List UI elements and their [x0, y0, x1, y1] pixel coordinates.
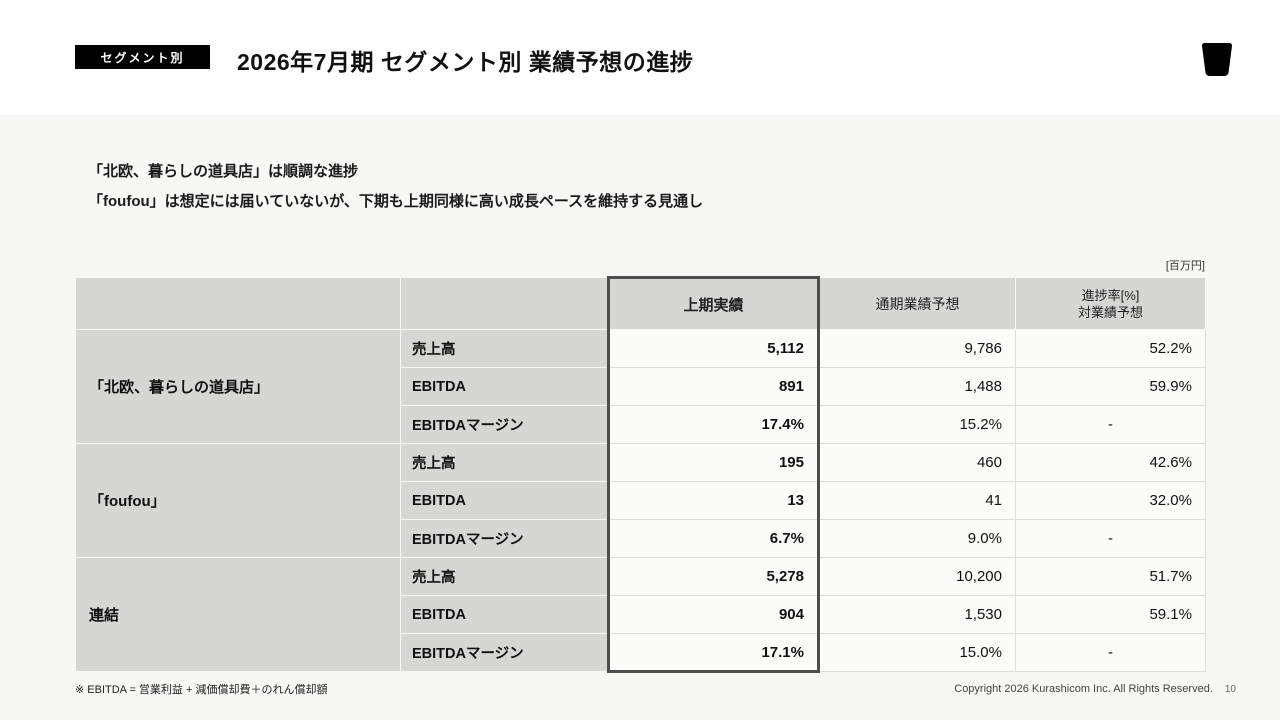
slide-header: セグメント別 2026年7月期 セグメント別 業績予想の進捗 — [0, 0, 1280, 115]
value-forecast: 460 — [818, 443, 1016, 482]
value-progress: - — [1015, 519, 1206, 558]
value-h1: 13 — [607, 481, 820, 520]
metric-label: EBITDAマージン — [400, 519, 609, 558]
section-badge: セグメント別 — [75, 45, 210, 69]
table-row: EBITDA 904 1,530 59.1% — [76, 595, 1206, 634]
header-progress-line1: 進捗率[%] — [1081, 287, 1140, 303]
metric-label: 売上高 — [400, 443, 609, 482]
value-h1: 195 — [607, 443, 820, 482]
value-forecast: 15.2% — [818, 405, 1016, 444]
table-header-row: 上期実績 通期業績予想 進捗率[%] 対業績予想 — [75, 276, 1206, 330]
value-progress: 59.1% — [1015, 595, 1206, 634]
metric-label: EBITDA — [400, 367, 609, 406]
value-progress: - — [1015, 405, 1206, 444]
table-row: EBITDA 891 1,488 59.9% — [76, 367, 1206, 406]
summary-text: 「北欧、暮らしの道具店」は順調な進捗 「foufou」は想定には届いていないが、… — [88, 157, 703, 217]
header-empty-metric — [400, 277, 609, 330]
value-h1: 5,278 — [607, 557, 820, 596]
metric-label: 売上高 — [400, 557, 609, 596]
table-row: EBITDA 13 41 32.0% — [76, 481, 1206, 520]
table-row: 「foufou」 売上高 195 460 42.6% — [75, 443, 1206, 558]
value-h1: 891 — [607, 367, 820, 406]
copyright-text: Copyright 2026 Kurashicom Inc. All Right… — [954, 683, 1213, 695]
value-forecast: 9,786 — [818, 329, 1016, 368]
header-progress-rate: 進捗率[%] 対業績予想 — [1015, 277, 1206, 330]
table-row: 「北欧、暮らしの道具店」 売上高 5,112 9,786 52.2% — [75, 329, 1206, 444]
value-h1: 904 — [607, 595, 820, 634]
value-progress: 52.2% — [1015, 329, 1206, 368]
group-label-foufou: 「foufou」 — [75, 443, 401, 558]
table-row: EBITDAマージン 17.4% 15.2% - — [76, 405, 1206, 444]
page-title: 2026年7月期 セグメント別 業績予想の進捗 — [237, 49, 694, 75]
ebitda-footnote: ※ EBITDA = 営業利益 + 減価償却費＋のれん償却額 — [75, 684, 328, 696]
value-progress: 32.0% — [1015, 481, 1206, 520]
value-progress: 59.9% — [1015, 367, 1206, 406]
value-forecast: 1,530 — [818, 595, 1016, 634]
page-number: 10 — [1224, 684, 1236, 695]
value-h1: 5,112 — [607, 329, 820, 368]
table-row: 連結 売上高 5,278 10,200 51.7% — [75, 557, 1206, 672]
metric-label: 売上高 — [400, 329, 609, 368]
metric-label: EBITDA — [400, 595, 609, 634]
unit-note: [百万円] — [1165, 260, 1205, 272]
value-forecast: 41 — [818, 481, 1016, 520]
summary-line-1: 「北欧、暮らしの道具店」は順調な進捗 — [88, 163, 359, 180]
value-progress: - — [1015, 633, 1206, 672]
value-progress: 42.6% — [1015, 443, 1206, 482]
value-h1: 17.1% — [607, 633, 820, 673]
value-h1: 17.4% — [607, 405, 820, 444]
header-h1-actual: 上期実績 — [607, 276, 820, 330]
metric-label: EBITDAマージン — [400, 405, 609, 444]
group-label-consolidated: 連結 — [75, 557, 401, 672]
table-row: EBITDAマージン 17.1% 15.0% - — [76, 633, 1206, 673]
value-h1: 6.7% — [607, 519, 820, 558]
company-logo-icon — [1200, 42, 1234, 77]
summary-line-2: 「foufou」は想定には届いていないが、下期も上期同様に高い成長ペースを維持す… — [88, 193, 704, 210]
value-forecast: 15.0% — [818, 633, 1016, 672]
table-row: EBITDAマージン 6.7% 9.0% - — [76, 519, 1206, 558]
value-forecast: 10,200 — [818, 557, 1016, 596]
header-empty-group — [75, 277, 401, 330]
value-forecast: 1,488 — [818, 367, 1016, 406]
metric-label: EBITDA — [400, 481, 609, 520]
segment-results-table: 上期実績 通期業績予想 進捗率[%] 対業績予想 「北欧、暮らしの道具店」 売上… — [75, 276, 1206, 673]
footer: Copyright 2026 Kurashicom Inc. All Right… — [954, 683, 1236, 695]
value-forecast: 9.0% — [818, 519, 1016, 558]
group-label-hokuou: 「北欧、暮らしの道具店」 — [75, 329, 401, 444]
metric-label: EBITDAマージン — [400, 633, 609, 672]
header-progress-line2: 対業績予想 — [1077, 304, 1143, 320]
header-full-year-forecast: 通期業績予想 — [818, 277, 1016, 330]
value-progress: 51.7% — [1015, 557, 1206, 596]
